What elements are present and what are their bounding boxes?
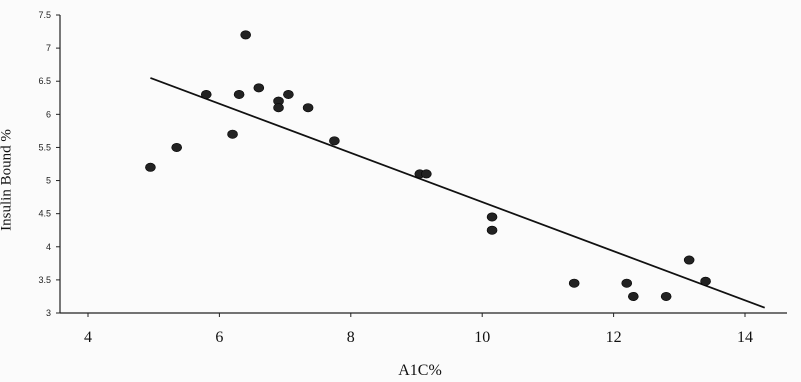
data-point [233, 89, 245, 99]
x-tick-label: 4 [84, 329, 92, 346]
data-point [302, 103, 314, 113]
x-tick-label: 10 [474, 329, 490, 346]
y-tick-label: 5 [46, 176, 51, 186]
y-tick-label: 4.5 [38, 209, 51, 219]
y-tick-label: 6.5 [38, 76, 51, 86]
data-point [145, 162, 156, 172]
y-tick-label: 7.5 [38, 10, 51, 20]
y-tick-label: 3.5 [38, 275, 51, 285]
y-tick-label: 4 [46, 242, 51, 252]
data-point [568, 278, 580, 288]
data-point [628, 291, 639, 301]
data-point [486, 225, 498, 235]
x-tick-label: 6 [215, 329, 223, 346]
trend-line [150, 77, 766, 309]
y-tick-label: 3 [46, 308, 51, 318]
data-point [171, 142, 182, 152]
data-point [240, 30, 251, 40]
x-tick-label: 12 [606, 329, 622, 346]
data-point [621, 278, 633, 288]
y-axis-title: Insulin Bound % [0, 129, 15, 231]
data-point [253, 83, 265, 93]
x-tick-label: 8 [347, 329, 355, 346]
data-point [683, 255, 695, 265]
x-tick-label: 14 [737, 329, 753, 346]
data-point [421, 169, 432, 179]
data-point [486, 212, 498, 222]
data-point [273, 103, 284, 113]
data-point [227, 129, 238, 139]
data-point [700, 276, 711, 286]
data-point [283, 89, 294, 99]
y-tick-label: 7 [46, 43, 51, 53]
y-tick-label: 5.5 [38, 142, 51, 152]
y-tick-label: 6 [46, 109, 51, 119]
data-point [200, 89, 212, 99]
data-point [329, 136, 340, 146]
data-point [660, 291, 672, 301]
x-axis-title: A1C% [398, 362, 442, 379]
